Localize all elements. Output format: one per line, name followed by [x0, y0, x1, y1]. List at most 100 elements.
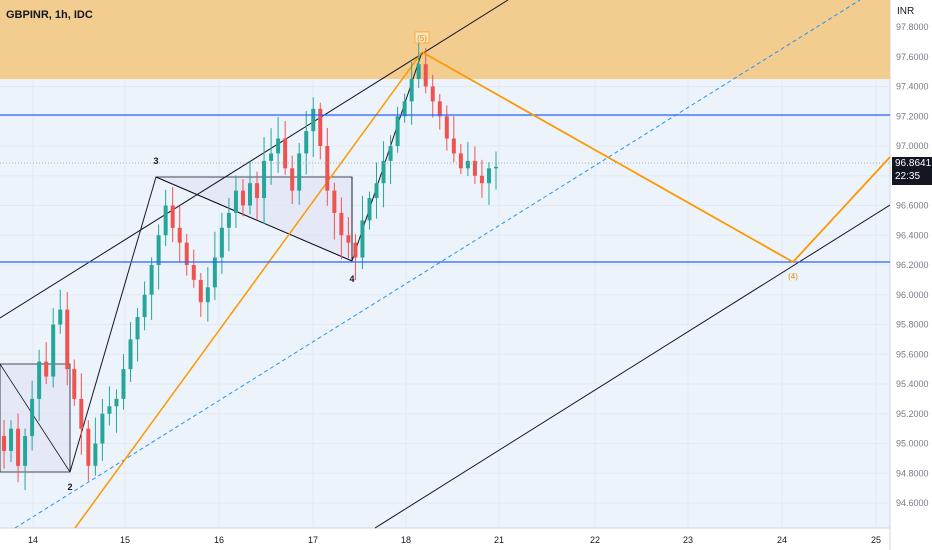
price-tick-label: 96.4000: [896, 230, 929, 240]
candle-body: [465, 160, 470, 169]
candle-body: [486, 168, 491, 184]
candle-body: [142, 294, 147, 318]
candle-body: [219, 227, 224, 258]
candle-body: [240, 190, 245, 206]
last-price-value: 96.8641: [895, 158, 932, 169]
candle-body: [416, 64, 421, 80]
price-tick-label: 97.6000: [896, 52, 929, 62]
candle-body: [283, 138, 288, 169]
candle-body: [170, 205, 175, 228]
candle-body: [58, 309, 63, 325]
grid-lines: [0, 0, 890, 528]
candle-body: [494, 166, 498, 169]
candle-body: [311, 108, 316, 132]
candle-body: [458, 153, 463, 169]
price-tick-label: 97.2000: [896, 111, 929, 121]
time-tick-label: 17: [308, 535, 318, 545]
candle-body: [346, 235, 351, 243]
candle-body: [23, 436, 28, 466]
price-tick-labels: 97.800097.600097.400097.200097.000096.80…: [896, 22, 929, 508]
candle-body: [304, 131, 309, 154]
candle-body: [100, 413, 105, 444]
candle-body: [472, 160, 477, 176]
candle-body: [269, 153, 274, 161]
price-tick-label: 96.0000: [896, 290, 929, 300]
candle-body: [9, 428, 14, 451]
plot-background: [0, 0, 890, 528]
candle-body: [177, 227, 182, 243]
candle-body: [395, 116, 400, 146]
candle-body: [374, 183, 379, 199]
candle-body: [135, 317, 140, 340]
candle-body: [339, 212, 344, 236]
candle-body: [72, 369, 77, 399]
candle-body: [93, 443, 98, 466]
candle-body: [114, 398, 119, 407]
bar-countdown: 22:35: [895, 171, 921, 182]
candle-body: [191, 265, 196, 280]
time-tick-label: 15: [120, 535, 130, 545]
candle-body: [37, 361, 42, 399]
time-tick-label: 18: [401, 535, 411, 545]
wave-path-black: [69, 51, 423, 473]
candle-body: [44, 361, 49, 377]
candle-body: [318, 108, 323, 146]
time-tick-label: 23: [683, 535, 693, 545]
candle-body: [198, 279, 203, 303]
price-tick-label: 95.6000: [896, 349, 929, 359]
candle-body: [437, 101, 442, 117]
candle-body: [430, 86, 435, 102]
candle-body: [381, 160, 386, 184]
box-left-diagonal: [0, 363, 71, 473]
candle-body: [226, 212, 231, 228]
wave-label-2: 2: [67, 482, 72, 492]
orange-trendline: [74, 51, 423, 529]
time-tick-label: 14: [28, 535, 38, 545]
price-tick-label: 97.0000: [896, 141, 929, 151]
candles: [2, 40, 498, 491]
candle-body: [360, 220, 365, 258]
candle-body: [128, 339, 133, 370]
wave-label-5-box: [414, 31, 430, 44]
candle-body: [255, 183, 260, 199]
candle-body: [79, 398, 84, 429]
price-tick-label: 97.8000: [896, 22, 929, 32]
candle-body: [297, 153, 302, 191]
candle-body: [290, 168, 295, 191]
time-axis: [0, 528, 890, 550]
candle-body: [367, 198, 372, 221]
price-tick-label: 95.8000: [896, 320, 929, 330]
candle-body: [325, 146, 330, 191]
candle-body: [51, 324, 56, 377]
time-tick-label: 24: [777, 535, 787, 545]
candle-body: [121, 369, 126, 399]
candle-body: [156, 235, 161, 265]
currency-label: INR: [897, 6, 915, 17]
price-tick-label: 95.0000: [896, 439, 929, 449]
price-tick-label: 94.6000: [896, 498, 929, 508]
candle-body: [16, 428, 21, 466]
candle-body: [409, 79, 414, 102]
time-tick-label: 22: [590, 535, 600, 545]
wave-label-4: 4: [349, 274, 354, 284]
candle-body: [86, 428, 91, 466]
wave-label-3: 3: [153, 156, 158, 166]
candle-body: [353, 242, 358, 258]
candle-body: [163, 205, 168, 236]
wave-label-5: (5): [417, 34, 427, 43]
candle-body: [388, 146, 393, 161]
candle-body: [402, 101, 407, 117]
channel-mid-dashed: [14, 0, 861, 529]
candle-body: [2, 436, 6, 451]
price-tick-label: 97.4000: [896, 82, 929, 92]
channel-lower-line: [374, 204, 891, 529]
candle-body: [107, 406, 112, 414]
candle-body: [184, 242, 189, 265]
candle-body: [248, 183, 252, 206]
symbol-title: GBPINR, 1h, IDC: [6, 9, 93, 21]
time-tick-label: 16: [214, 535, 224, 545]
candle-body: [149, 265, 154, 295]
price-tick-label: 96.2000: [896, 260, 929, 270]
candle-body: [444, 116, 449, 139]
